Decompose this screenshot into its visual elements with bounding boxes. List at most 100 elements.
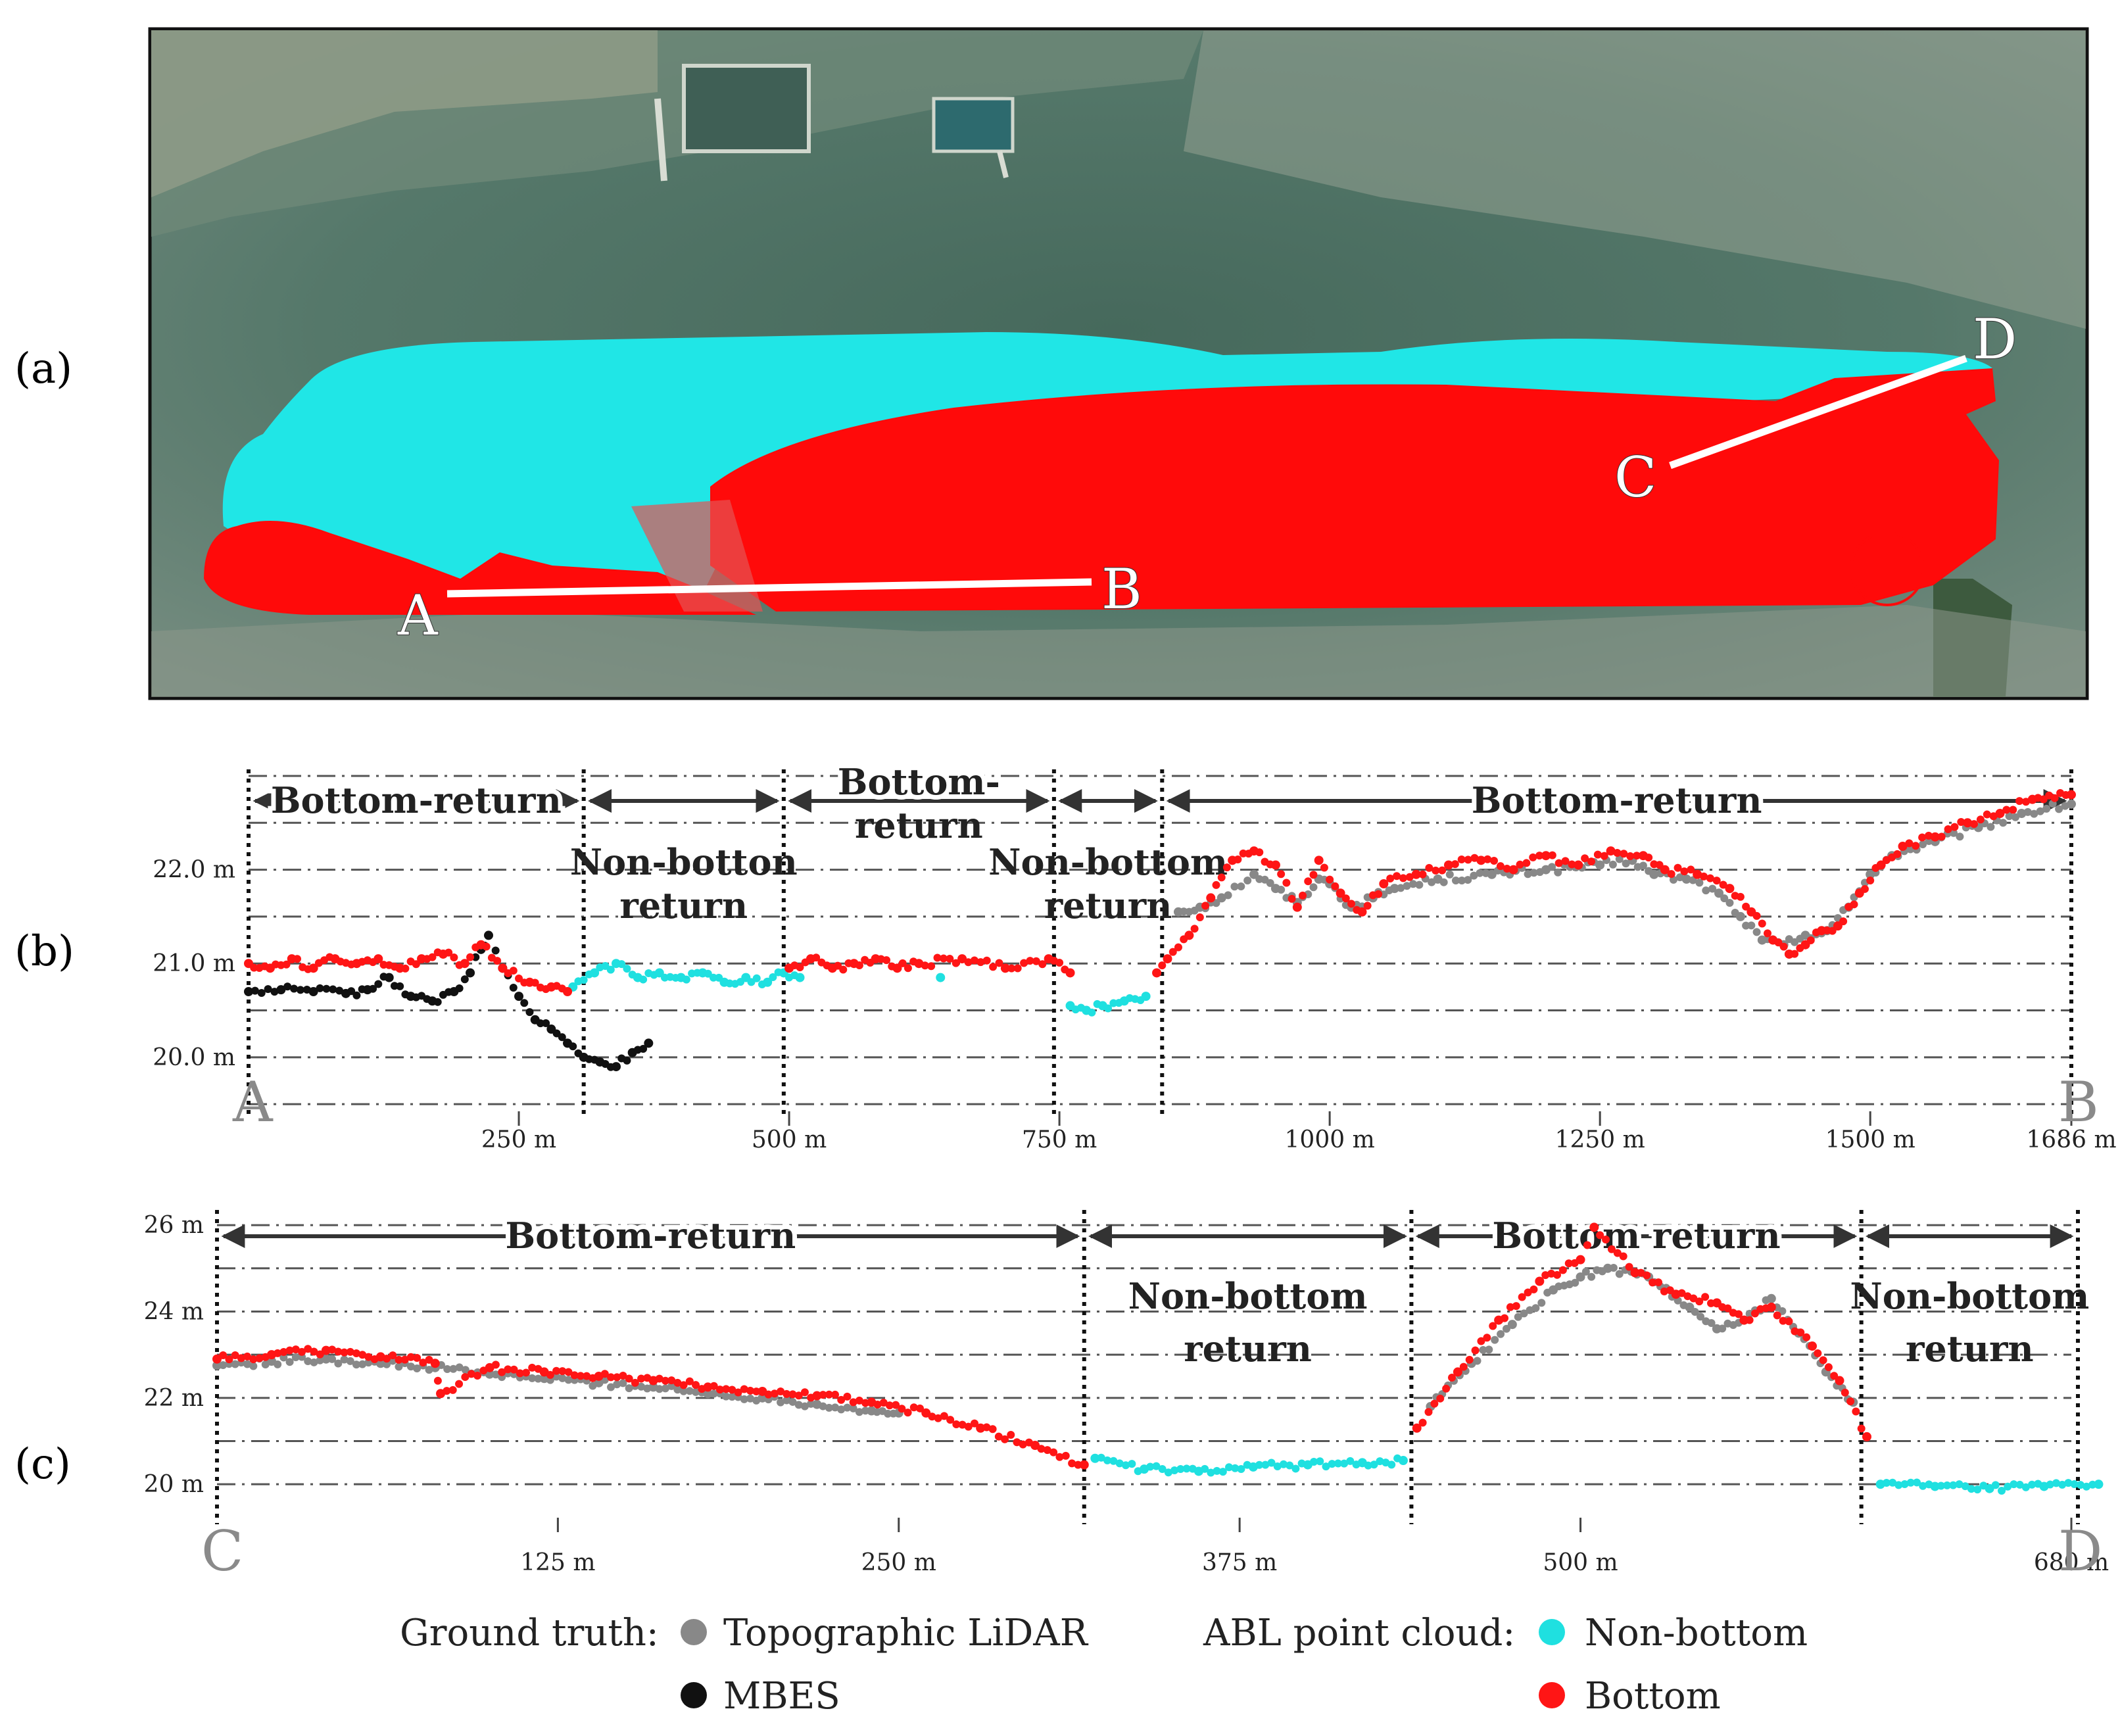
data-point	[340, 1355, 349, 1364]
data-point	[1835, 1376, 1844, 1386]
data-point	[644, 1038, 654, 1048]
segment-label: Bottom-	[838, 761, 1000, 803]
data-point	[1674, 863, 1682, 872]
data-point	[715, 1386, 724, 1394]
data-point	[522, 1368, 530, 1377]
data-point	[1633, 852, 1641, 860]
data-point	[536, 1019, 544, 1028]
data-point	[682, 975, 690, 984]
data-point	[1055, 959, 1064, 967]
data-point	[1409, 880, 1417, 888]
data-point	[1277, 870, 1286, 879]
data-point	[1217, 893, 1226, 903]
data-point	[1195, 913, 1204, 922]
data-point	[1649, 869, 1659, 879]
data-point	[498, 1368, 506, 1376]
data-point	[1279, 1460, 1288, 1468]
data-point	[1182, 1464, 1191, 1473]
data-point	[1320, 863, 1328, 872]
data-point	[704, 969, 712, 978]
data-point	[600, 1370, 609, 1378]
data-point	[989, 963, 998, 971]
data-point	[1702, 886, 1710, 895]
data-point	[903, 1409, 912, 1417]
data-point	[282, 960, 291, 969]
data-point	[237, 1354, 245, 1362]
data-point	[619, 1371, 627, 1380]
data-point	[1473, 1357, 1482, 1365]
data-point	[1174, 943, 1182, 952]
data-point	[1660, 865, 1670, 875]
data-point	[788, 1390, 797, 1399]
data-point	[1548, 863, 1556, 871]
data-point	[728, 1386, 736, 1394]
data-point	[1723, 1304, 1732, 1313]
data-point	[1104, 1004, 1113, 1013]
data-point	[1451, 860, 1459, 869]
x-tick-label: 1500 m	[1825, 1126, 1915, 1153]
map-label-d: D	[1973, 307, 2017, 372]
data-point	[623, 965, 631, 973]
data-point	[1752, 928, 1761, 936]
data-point	[1654, 1278, 1663, 1287]
data-point	[855, 1396, 863, 1405]
x-tick-label: 125 m	[520, 1549, 595, 1576]
data-point	[443, 1387, 451, 1395]
data-point	[1334, 1459, 1342, 1468]
data-point	[1506, 1303, 1514, 1311]
data-point	[1620, 850, 1628, 858]
data-point	[1937, 1482, 1945, 1490]
data-point	[514, 992, 524, 1001]
data-point	[1477, 1337, 1485, 1345]
data-point	[921, 961, 929, 970]
profile-end-label: D	[2058, 1519, 2102, 1583]
data-point	[1587, 1272, 1596, 1281]
data-point	[1030, 1441, 1040, 1451]
map-village-land	[151, 30, 658, 197]
data-point	[290, 984, 299, 993]
data-point	[1518, 1293, 1526, 1301]
data-point	[1465, 1355, 1474, 1364]
data-point	[1109, 1457, 1118, 1465]
data-point	[310, 1347, 318, 1356]
data-point	[1079, 1460, 1089, 1470]
data-point	[1736, 892, 1745, 901]
data-point	[703, 1382, 713, 1392]
data-point	[1213, 1466, 1221, 1475]
data-point	[334, 1347, 343, 1356]
data-point	[255, 1354, 264, 1362]
data-point	[212, 1354, 222, 1364]
data-point	[590, 968, 600, 978]
data-point	[1649, 1278, 1657, 1287]
data-point	[1464, 856, 1472, 864]
data-point	[1839, 917, 1848, 926]
data-point	[831, 1390, 839, 1399]
data-point	[1491, 1336, 1499, 1344]
data-point	[1862, 1432, 1871, 1441]
data-point	[1999, 819, 2008, 827]
data-point	[1689, 1294, 1698, 1303]
y-tick-label: 22.0 m	[153, 857, 235, 884]
segment-label: return	[1906, 1328, 2034, 1370]
data-point	[1507, 1320, 1517, 1330]
data-point	[952, 959, 960, 967]
data-point	[443, 1365, 452, 1374]
data-point	[1758, 919, 1766, 928]
data-point	[933, 953, 942, 962]
bottom-swath-transition	[631, 500, 763, 612]
data-point	[373, 954, 383, 964]
data-point	[849, 1404, 857, 1412]
data-point	[1471, 1346, 1480, 1355]
data-point	[1701, 1293, 1710, 1301]
panel-b-label: (b)	[14, 927, 74, 976]
data-point	[583, 1372, 591, 1380]
data-point	[460, 975, 469, 984]
data-point	[467, 1370, 475, 1378]
data-point	[1304, 877, 1313, 886]
data-point	[1201, 902, 1210, 910]
data-point	[940, 1412, 948, 1420]
data-point	[1554, 868, 1562, 877]
data-point	[1049, 1448, 1058, 1457]
data-point	[1930, 832, 1940, 842]
